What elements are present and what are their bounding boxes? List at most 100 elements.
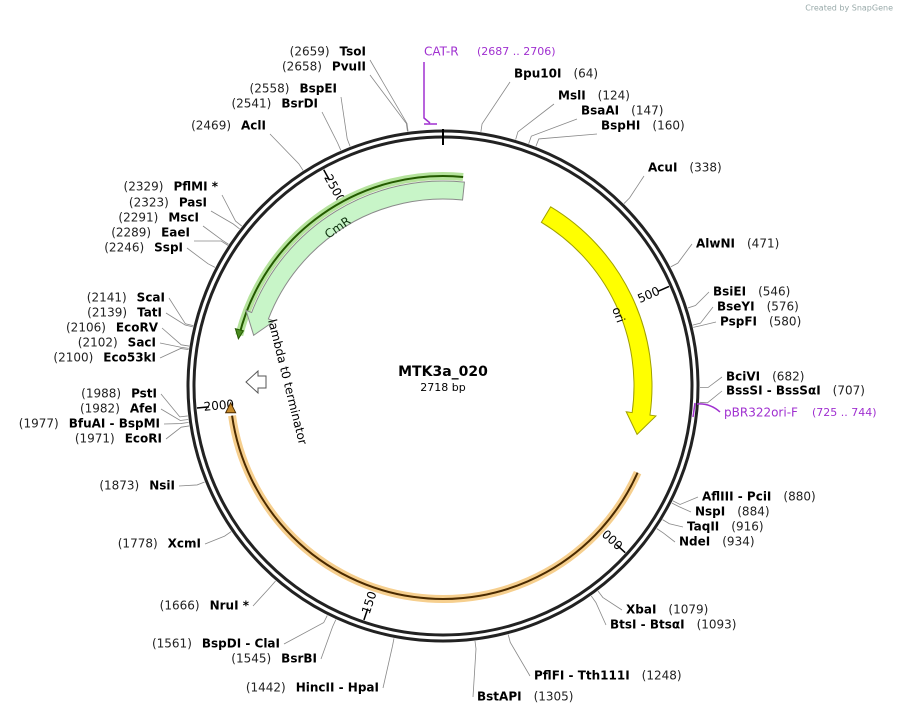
enzyme-name: BspDI - ClaI (202, 637, 280, 651)
enzyme-name: AfeI (130, 402, 157, 416)
highlight-glow (228, 415, 642, 603)
enzyme-leader (165, 425, 190, 440)
enzyme-leader (321, 111, 342, 151)
enzyme-leader (210, 210, 240, 230)
enzyme-position: (2469) (191, 119, 231, 133)
cmr-line (238, 175, 464, 336)
enzyme-name: BssSI - BssSαI (726, 384, 821, 398)
enzyme-leader (699, 376, 723, 388)
enzyme-position: (2139) (87, 306, 127, 320)
enzyme-position: (1248) (642, 669, 682, 683)
enzyme-name: PvuII (332, 60, 366, 74)
highlight-line (231, 415, 639, 600)
enzyme-position: (1561) (152, 637, 192, 651)
enzyme-name: BfuAI - BspMI (69, 417, 160, 431)
enzyme-position: (2558) (250, 82, 290, 96)
scale-tick (657, 285, 670, 292)
enzyme-position: (934) (722, 535, 754, 549)
enzyme-leader (159, 348, 189, 359)
enzyme-name: EcoRV (116, 321, 159, 335)
enzyme-name: BseYI (717, 300, 755, 314)
enzyme-leader (656, 528, 676, 543)
enzyme-name: TaqII (687, 520, 719, 534)
primer-range: (2687 .. 2706) (477, 45, 556, 58)
cmr-line-head (234, 328, 245, 340)
enzyme-position: (2246) (104, 241, 144, 255)
scale-tick (615, 544, 626, 554)
enzyme-name: AflIII - PciI (702, 490, 771, 504)
enzyme-leader (221, 194, 243, 227)
enzyme-leader (687, 291, 710, 309)
primer-name: CAT-R (424, 45, 459, 59)
feature-label: lambda t0 terminator (265, 318, 310, 446)
enzyme-leader (692, 306, 714, 326)
enzyme-position: (2323) (129, 196, 169, 210)
feature-cmr (245, 180, 465, 337)
enzyme-leader (369, 59, 409, 132)
enzyme-leader (168, 297, 194, 327)
enzyme-name: PstI (131, 387, 157, 401)
enzyme-position: (1778) (118, 537, 158, 551)
enzyme-position: (1093) (697, 618, 737, 632)
enzyme-position: (1545) (231, 652, 271, 666)
enzyme-name: BspHI (601, 119, 640, 133)
feature-ori (540, 206, 657, 436)
enzyme-name: SspI (154, 241, 183, 255)
enzyme-leader (165, 312, 193, 328)
enzyme-name: ScaI (137, 291, 165, 305)
enzyme-leader (597, 590, 623, 611)
enzyme-name: TatI (137, 306, 162, 320)
enzyme-position: (2102) (78, 336, 118, 350)
enzyme-name: TsoI (340, 45, 366, 59)
enzyme-name: PflMI * (173, 180, 218, 194)
enzyme-leader (160, 408, 189, 421)
scale-tick (363, 608, 369, 621)
enzyme-position: (160) (652, 119, 684, 133)
enzyme-name: BciVI (726, 370, 760, 384)
scale-tick (196, 406, 209, 409)
enzyme-name: EcoRI (125, 432, 162, 446)
enzyme-name: PspFI (720, 315, 757, 329)
enzyme-name: BspEI (299, 82, 337, 96)
enzyme-name: XcmI (168, 537, 201, 551)
enzyme-name: BstAPI (477, 690, 522, 704)
enzyme-position: (707) (833, 384, 865, 398)
enzyme-leader (507, 634, 531, 677)
enzyme-position: (884) (737, 505, 769, 519)
enzyme-position: (916) (731, 520, 763, 534)
enzyme-leader (178, 481, 205, 487)
enzyme-position: (1666) (160, 599, 200, 613)
enzyme-position: (1988) (81, 387, 121, 401)
enzyme-leader (320, 619, 337, 660)
scale-tick (323, 169, 331, 181)
enzyme-position: (1305) (534, 690, 574, 704)
enzyme-name: MslI (558, 89, 586, 103)
enzyme-name: XbaI (626, 603, 656, 617)
enzyme-position: (576) (767, 300, 799, 314)
enzyme-leader (160, 393, 188, 418)
enzyme-leader (283, 615, 328, 645)
enzyme-position: (2106) (66, 321, 106, 335)
enzyme-name: EaeI (161, 226, 190, 240)
enzyme-position: (338) (689, 161, 721, 175)
enzyme-position: (1442) (246, 681, 286, 695)
enzyme-position: (124) (598, 89, 630, 103)
enzyme-leader (590, 595, 607, 626)
enzyme-name: SacI (128, 336, 156, 350)
enzyme-name: Bpu10I (514, 67, 561, 81)
enzyme-position: (2289) (111, 226, 151, 240)
enzyme-name: MscI (168, 211, 199, 225)
enzyme-position: (2659) (290, 45, 330, 59)
enzyme-name: PasI (179, 196, 207, 210)
enzyme-leader (159, 342, 189, 349)
enzyme-name: HincII - HpaI (296, 681, 379, 695)
enzyme-position: (2291) (118, 211, 158, 225)
enzyme-position: (546) (758, 285, 790, 299)
enzyme-name: NsiI (149, 479, 175, 493)
enzyme-position: (2658) (282, 60, 322, 74)
enzyme-position: (471) (747, 237, 779, 251)
watermark: Created by SnapGene (805, 4, 893, 13)
enzyme-position: (580) (769, 315, 801, 329)
enzyme-name: BsaAI (581, 104, 619, 118)
